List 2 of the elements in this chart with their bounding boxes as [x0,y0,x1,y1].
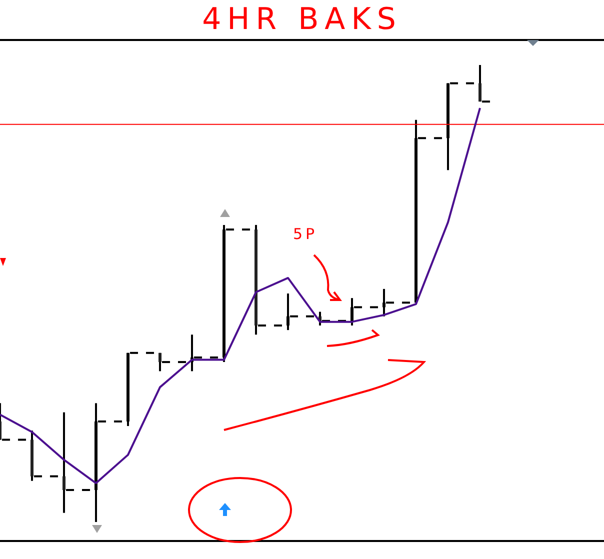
annotation: 5P [293,225,318,243]
chart-title: 4HR BAKS [201,2,403,37]
